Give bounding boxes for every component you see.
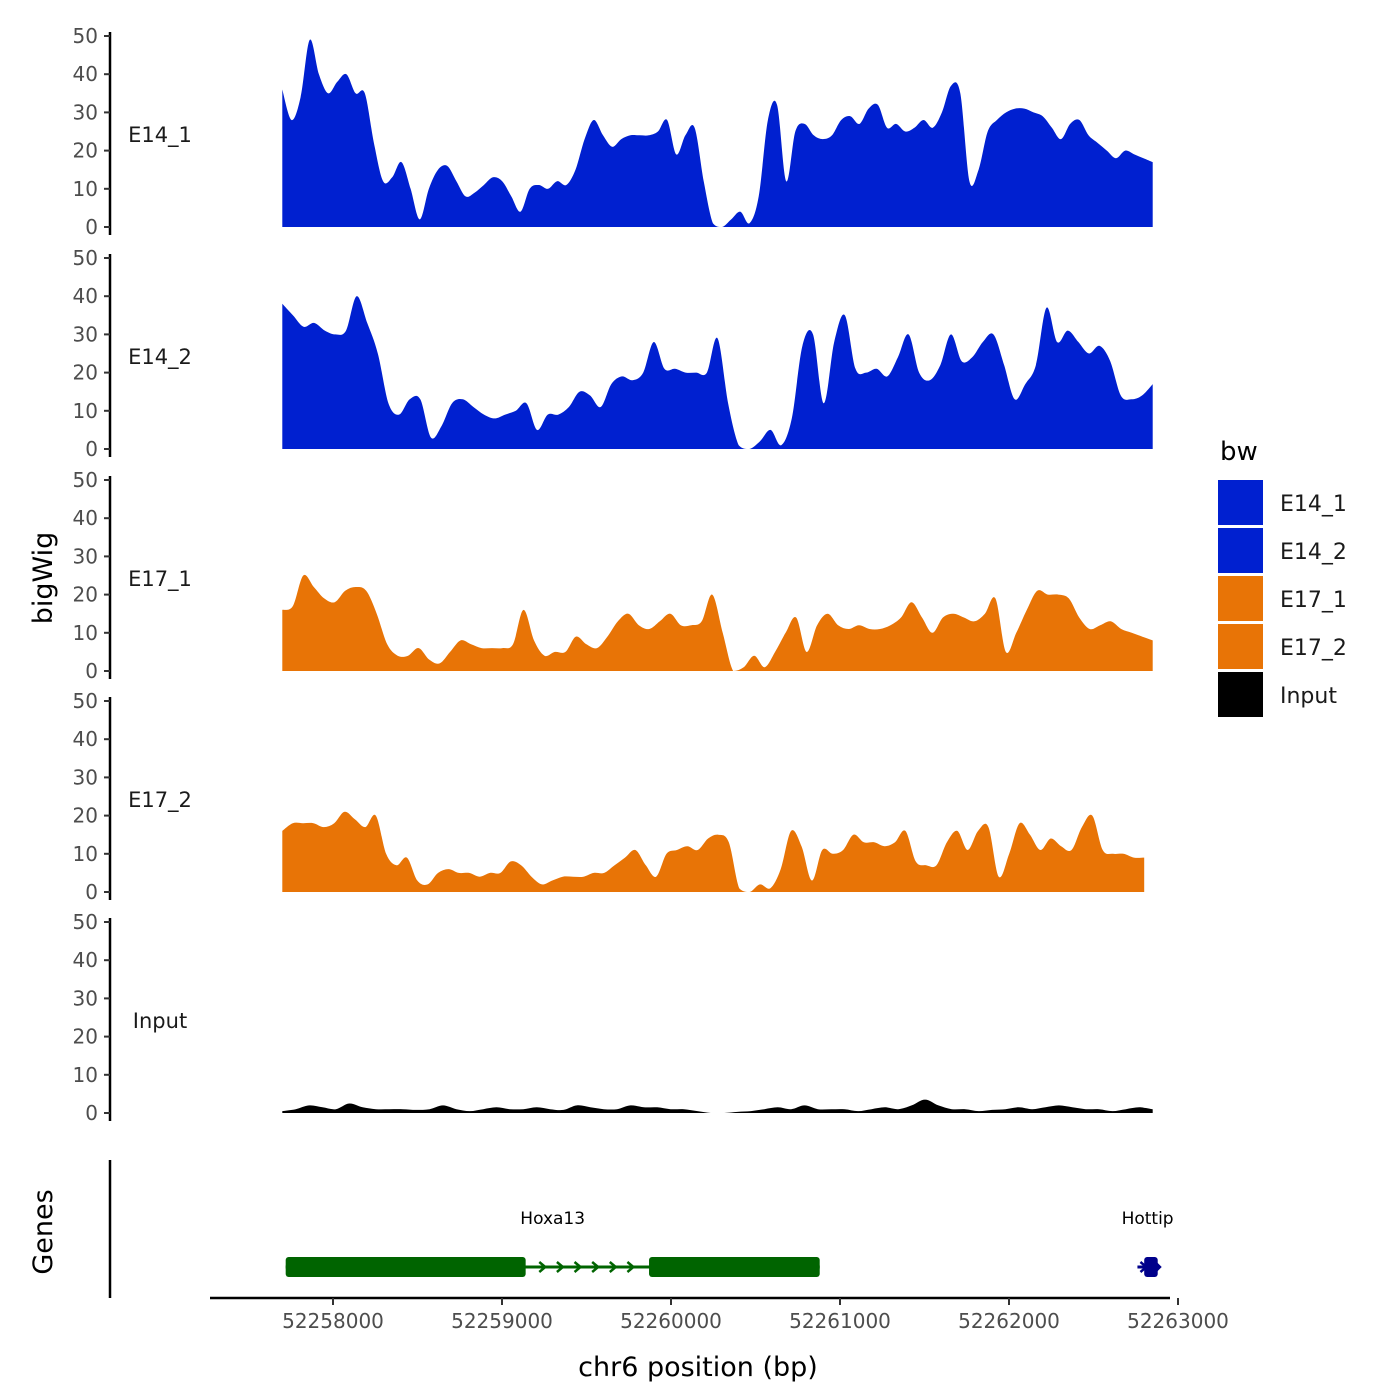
gene-label-Hoxa13: Hoxa13 (520, 1209, 585, 1229)
strand-arrow (1139, 1261, 1149, 1273)
y-tick-label: 50 (73, 24, 98, 48)
y-tick-label: 10 (73, 1063, 98, 1087)
y-tick-label: 0 (85, 659, 98, 683)
y-tick-label: 10 (73, 621, 98, 645)
coverage-area-E14_1 (282, 39, 1153, 227)
legend-swatch-E14_1 (1218, 480, 1263, 525)
track-Input: 0 10 20 30 40 50 Input (73, 910, 1153, 1125)
coverage-tracks: 0 10 20 30 40 50 E14_1 0 10 20 30 40 50 E14_2 0 10 20 30 4… (73, 24, 1153, 1125)
y-tick-label: 30 (73, 986, 98, 1010)
legend-swatch-Input (1218, 672, 1263, 717)
y-tick-label: 10 (73, 177, 98, 201)
y-tick-label: 10 (73, 842, 98, 866)
coverage-area-Input (282, 1099, 1153, 1113)
y-tick-label: 30 (73, 544, 98, 568)
y-tick-label: 30 (73, 322, 98, 346)
y-tick-label: 0 (85, 880, 98, 904)
coverage-area-E17_1 (282, 574, 1153, 671)
gene-end-arrow (1151, 1257, 1162, 1277)
gene-label-Hottip: Hottip (1122, 1209, 1174, 1229)
strand-arrow (626, 1261, 636, 1273)
x-tick-label: 52259000 (451, 1309, 553, 1333)
legend-label-E17_2: E17_2 (1280, 636, 1347, 661)
strand-arrow (591, 1261, 601, 1273)
y-tick-label: 20 (73, 139, 98, 163)
legend-title: bw (1220, 437, 1258, 467)
track-E14_2: 0 10 20 30 40 50 E14_2 (73, 246, 1153, 461)
y-tick-label: 40 (73, 727, 98, 751)
genes-axis-title: Genes (28, 1189, 59, 1274)
coverage-area-E14_2 (282, 296, 1153, 449)
x-tick-label: 52261000 (789, 1309, 891, 1333)
y-axis-title: bigWig (28, 532, 59, 625)
y-tick-label: 50 (73, 689, 98, 713)
y-tick-label: 40 (73, 62, 98, 86)
coverage-area-E17_2 (282, 811, 1145, 892)
legend-label-E14_1: E14_1 (1280, 492, 1347, 517)
y-tick-label: 0 (85, 437, 98, 461)
strand-arrow (573, 1261, 583, 1273)
x-tick-label: 52260000 (620, 1309, 722, 1333)
legend-label-Input: Input (1280, 684, 1337, 709)
y-tick-label: 50 (73, 246, 98, 270)
x-tick-label: 52262000 (958, 1309, 1060, 1333)
x-axis: 52258000 52259000 52260000 52261000 52262000… (210, 1296, 1229, 1333)
y-tick-label: 20 (73, 583, 98, 607)
legend-label-E14_2: E14_2 (1280, 540, 1347, 565)
strand-arrow (538, 1261, 548, 1273)
y-tick-label: 40 (73, 506, 98, 530)
track-label-E17_2: E17_2 (128, 788, 192, 813)
y-tick-label: 20 (73, 1025, 98, 1049)
track-E14_1: 0 10 20 30 40 50 E14_1 (73, 24, 1153, 239)
track-label-E14_2: E14_2 (128, 345, 192, 370)
track-E17_2: 0 10 20 30 40 50 E17_2 (73, 689, 1145, 904)
legend-swatch-E17_2 (1218, 624, 1263, 669)
y-tick-label: 40 (73, 948, 98, 972)
x-axis-title: chr6 position (bp) (578, 1352, 818, 1383)
strand-arrow (556, 1261, 565, 1273)
y-tick-label: 0 (85, 1101, 98, 1125)
track-label-E17_1: E17_1 (128, 567, 192, 592)
legend-swatch-E17_1 (1218, 576, 1263, 621)
strand-arrow (608, 1261, 618, 1273)
y-tick-label: 0 (85, 215, 98, 239)
legend-label-E17_1: E17_1 (1280, 588, 1347, 613)
gene-exon (285, 1257, 526, 1277)
x-tick-label: 52258000 (282, 1309, 384, 1333)
y-tick-label: 20 (73, 804, 98, 828)
genes-panel: Hoxa13 Hottip (108, 1160, 1174, 1298)
gene-Hoxa13: Hoxa13 (285, 1209, 820, 1277)
y-tick-label: 50 (73, 910, 98, 934)
x-tick-label: 52263000 (1127, 1309, 1229, 1333)
gene-Hottip: Hottip (1122, 1209, 1174, 1277)
gene-exon (649, 1257, 820, 1277)
track-label-E14_1: E14_1 (128, 123, 192, 148)
y-tick-label: 40 (73, 284, 98, 308)
legend: bw E14_1 E14_2 E17_1 E17_2 Input (1218, 437, 1347, 717)
y-tick-label: 10 (73, 399, 98, 423)
y-tick-label: 50 (73, 468, 98, 492)
y-tick-label: 30 (73, 100, 98, 124)
y-tick-label: 20 (73, 361, 98, 385)
y-tick-label: 30 (73, 765, 98, 789)
legend-swatch-E14_2 (1218, 528, 1263, 573)
track-E17_1: 0 10 20 30 40 50 E17_1 (73, 468, 1153, 683)
track-label-Input: Input (133, 1009, 187, 1033)
